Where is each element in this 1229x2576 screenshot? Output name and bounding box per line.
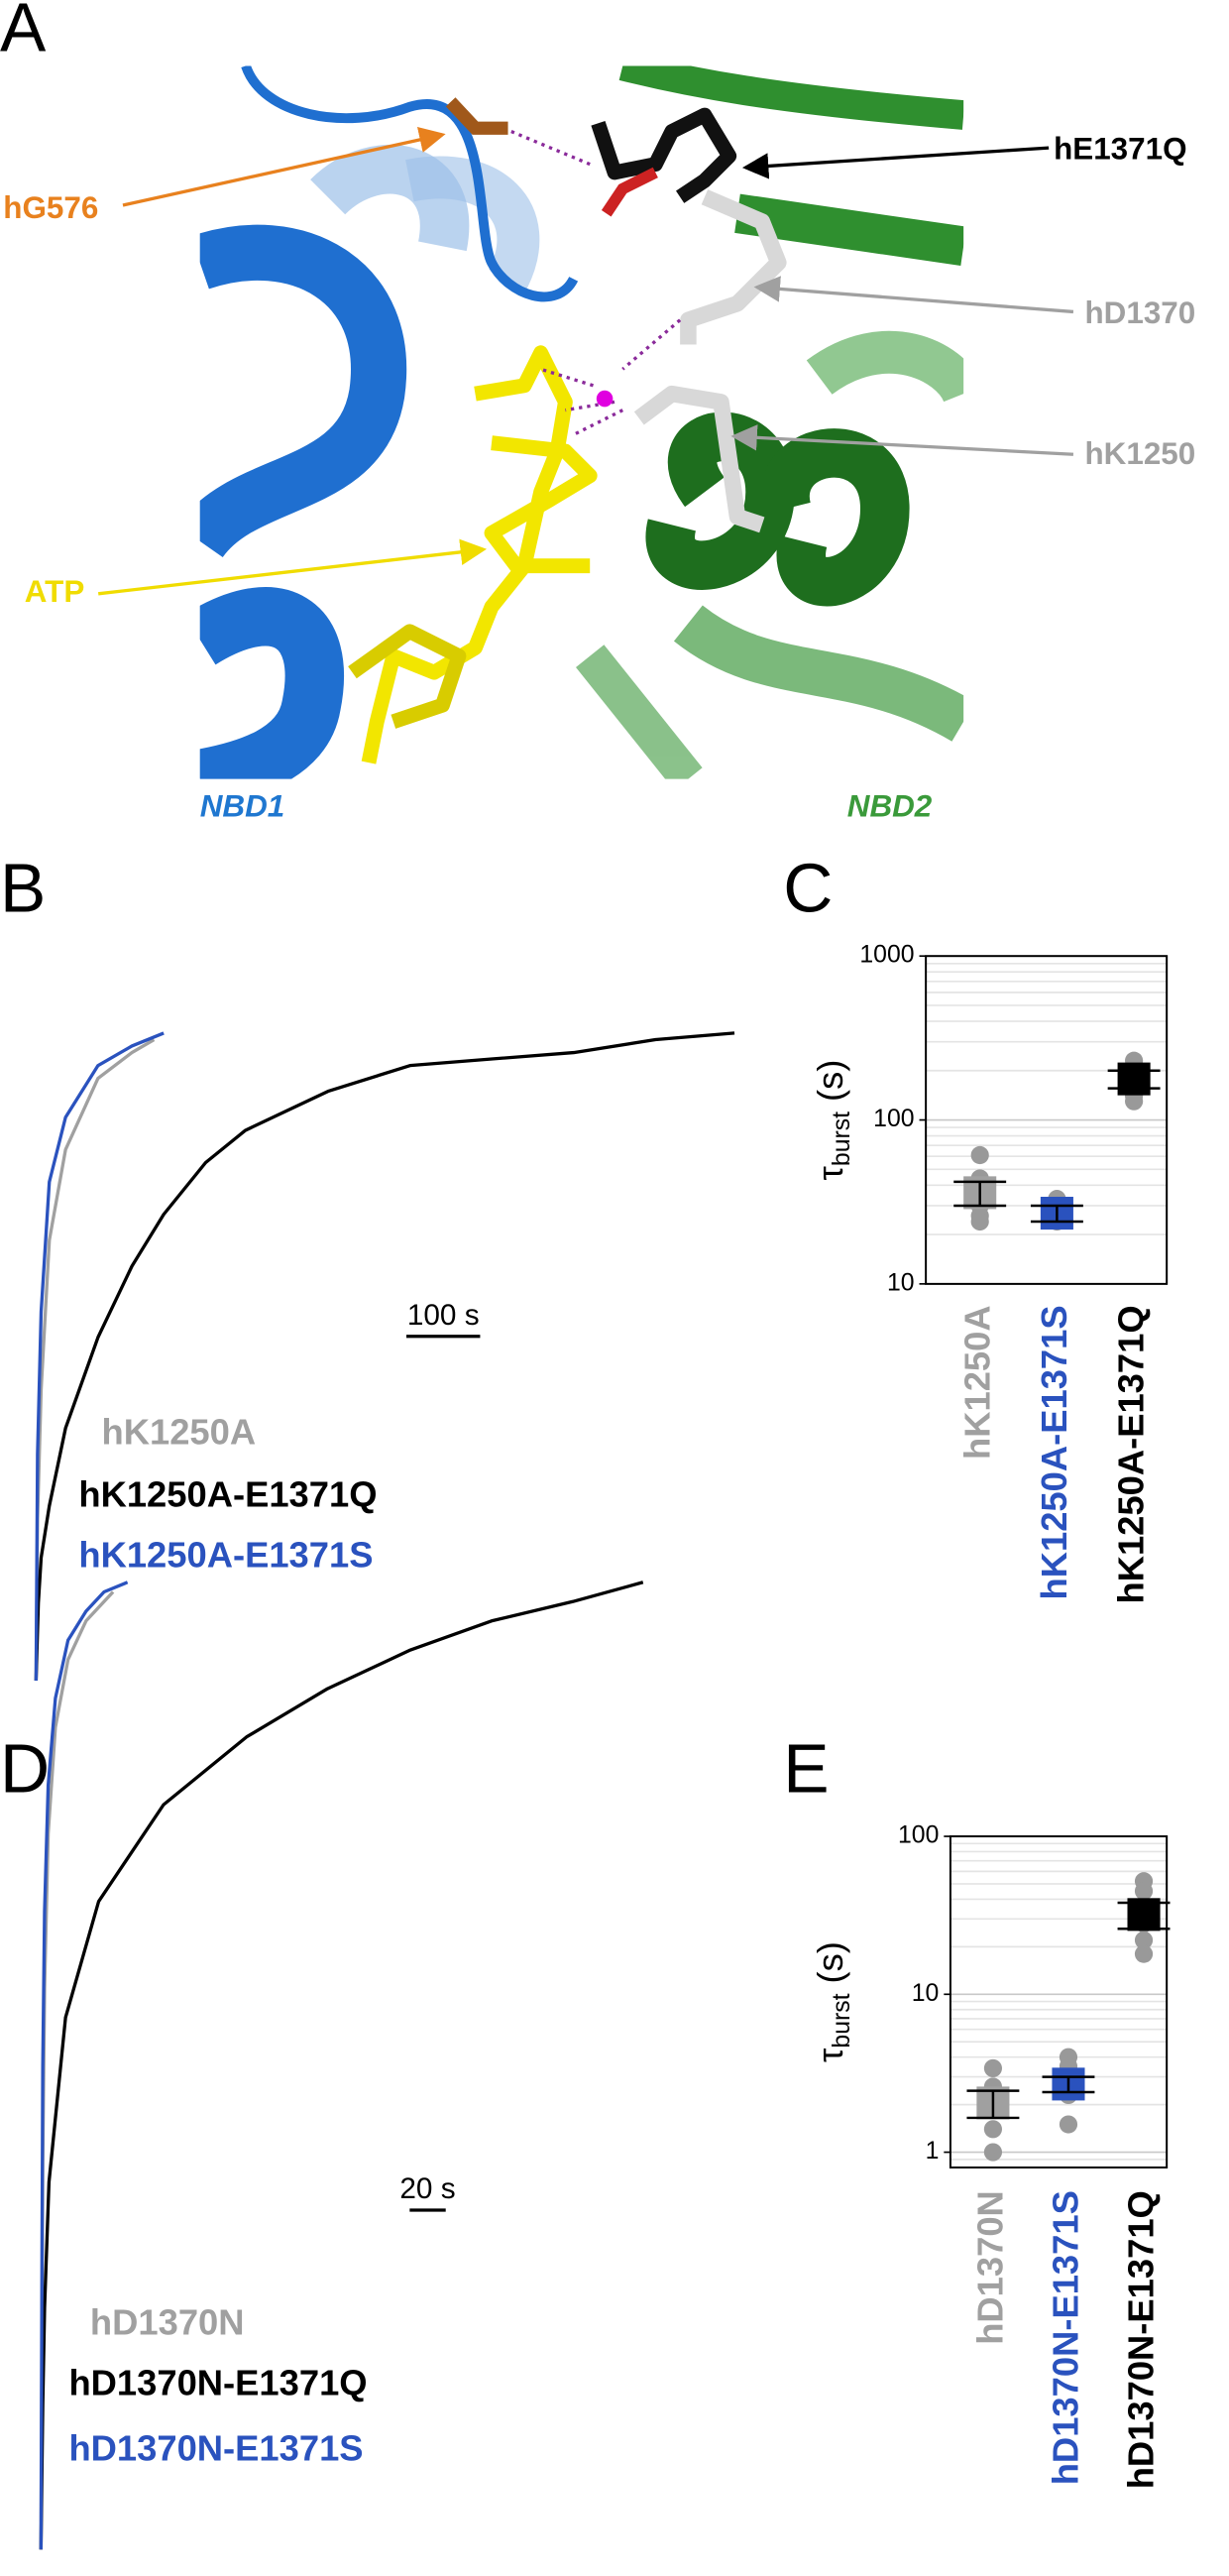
legend-entry: hK1250A-E1371Q	[78, 1473, 377, 1514]
x-tick-label: hK1250A	[956, 1305, 997, 1460]
data-point	[1134, 1931, 1154, 1949]
data-point	[1059, 2115, 1078, 2134]
y-axis-unit: (s)	[810, 1060, 850, 1102]
panel-label: E	[783, 1730, 829, 1808]
panel-label: C	[783, 850, 833, 927]
domain-label: NBD1	[200, 789, 285, 824]
residue-label: hD1370	[1085, 295, 1196, 330]
y-tick-label: 1000	[859, 942, 914, 969]
legend-entry: hD1370N-E1371S	[68, 2428, 363, 2469]
panel-label: A	[0, 0, 47, 66]
structure-image	[199, 65, 964, 779]
y-tick-label: 100	[873, 1106, 914, 1132]
residue-label: hK1250	[1085, 436, 1196, 471]
data-point	[970, 1212, 989, 1231]
x-tick-label: hK1250A-E1371S	[1034, 1305, 1074, 1599]
residue-label: hE1371Q	[1054, 132, 1186, 167]
scale-bar-label: 100 s	[407, 1299, 480, 1332]
residue-label: hG576	[3, 190, 98, 225]
y-tick-label: 10	[912, 1980, 940, 2007]
x-tick-label: hD1370N-E1371Q	[1121, 2190, 1162, 2489]
domain-label: NBD2	[847, 789, 933, 824]
data-point	[970, 1145, 989, 1165]
y-axis-subscript: burst	[828, 1993, 854, 2048]
trace	[34, 1038, 156, 1681]
y-axis-subscript: burst	[828, 1112, 854, 1166]
y-axis-symbol: τ	[810, 1165, 850, 1180]
plot-frame	[925, 955, 1169, 1285]
y-axis-symbol: τ	[810, 2048, 850, 2062]
y-axis-label: τburst (s)	[810, 1060, 855, 1181]
panel-label: B	[0, 850, 46, 927]
legend-entry: hD1370N-E1371Q	[68, 2363, 367, 2403]
legend-entry: hK1250A	[102, 1412, 257, 1453]
trace	[34, 1031, 735, 1682]
y-axis-label: τburst (s)	[810, 1941, 855, 2062]
trace	[39, 1581, 644, 2550]
y-tick-label: 10	[887, 1269, 915, 1296]
data-point	[1134, 1944, 1154, 1963]
ligand-label: ATP	[25, 574, 84, 609]
y-tick-label: 1	[926, 2138, 940, 2165]
data-point	[1134, 1882, 1154, 1901]
scale-bar-label: 20 s	[399, 2172, 455, 2205]
x-tick-label: hD1370N	[970, 2190, 1011, 2345]
y-tick-label: 100	[898, 1822, 939, 1849]
data-point	[983, 2143, 1003, 2162]
panel-label: D	[0, 1730, 50, 1808]
legend-entry: hD1370N	[90, 2301, 245, 2342]
trace	[39, 1581, 129, 2550]
data-point	[983, 2058, 1003, 2078]
plot-frame	[949, 1835, 1169, 2169]
legend-entry: hK1250A-E1371S	[78, 1535, 373, 1576]
y-axis-unit: (s)	[810, 1941, 850, 1983]
data-point	[983, 2120, 1003, 2139]
x-tick-label: hK1250A-E1371Q	[1111, 1305, 1152, 1603]
data-point	[1125, 1092, 1144, 1111]
trace	[34, 1031, 165, 1681]
x-tick-label: hD1370N-E1371S	[1046, 2190, 1086, 2485]
